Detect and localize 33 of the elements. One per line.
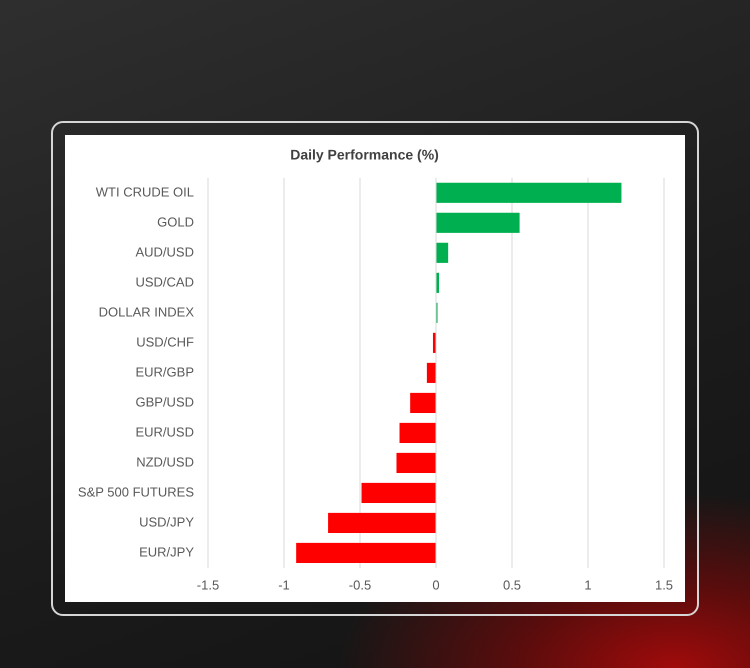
bar bbox=[426, 362, 436, 383]
y-tick-label: USD/CAD bbox=[135, 274, 194, 290]
bar bbox=[436, 242, 448, 263]
y-tick-label: EUR/JPY bbox=[139, 544, 194, 560]
y-tick-label: AUD/USD bbox=[135, 244, 194, 260]
y-tick-label: NZD/USD bbox=[136, 454, 194, 470]
y-tick-label: EUR/GBP bbox=[135, 364, 194, 380]
y-tick-label: USD/JPY bbox=[139, 514, 194, 530]
y-tick-label: WTI CRUDE OIL bbox=[96, 184, 194, 200]
x-tick-label: -0.5 bbox=[348, 577, 372, 592]
x-tick-label: 0 bbox=[432, 577, 440, 592]
y-tick-label: USD/CHF bbox=[136, 334, 194, 350]
bar bbox=[362, 482, 436, 504]
chart-title: Daily Performance (%) bbox=[290, 146, 439, 162]
y-tick-label: S&P 500 FUTURES bbox=[78, 484, 194, 500]
y-tick-label: GOLD bbox=[157, 214, 194, 230]
bar bbox=[436, 272, 440, 293]
bar bbox=[396, 452, 436, 473]
bar bbox=[432, 332, 436, 353]
x-tick-label: -1 bbox=[278, 577, 290, 592]
bar bbox=[436, 212, 520, 233]
bar bbox=[410, 392, 436, 413]
bar bbox=[436, 182, 622, 203]
x-tick-label: -1.5 bbox=[196, 577, 220, 592]
y-tick-label: EUR/USD bbox=[135, 424, 194, 440]
y-tick-label: DOLLAR INDEX bbox=[98, 304, 194, 320]
x-tick-label: 1 bbox=[584, 577, 592, 592]
bar bbox=[400, 422, 436, 443]
y-tick-label: GBP/USD bbox=[135, 394, 194, 410]
bar bbox=[296, 542, 436, 564]
x-tick-label: 1.5 bbox=[654, 577, 674, 592]
x-tick-label: 0.5 bbox=[502, 577, 522, 592]
bar bbox=[328, 512, 436, 534]
